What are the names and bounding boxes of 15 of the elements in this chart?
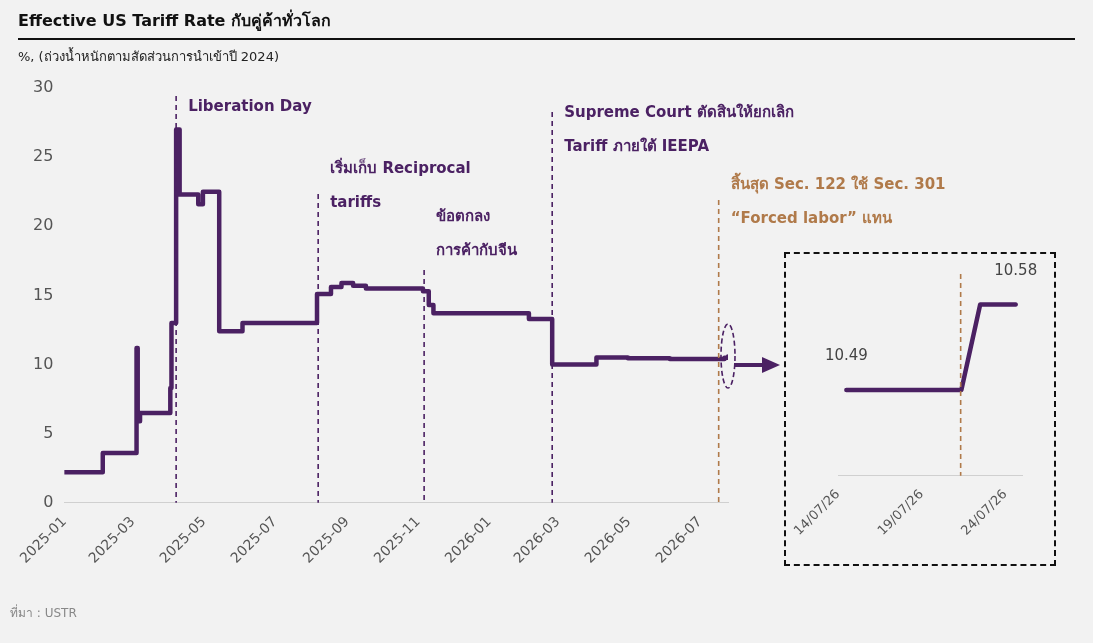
y-tick-label: 10 xyxy=(33,353,54,373)
text: ที่มา : USTR xyxy=(10,603,77,622)
y-tick-label: 20 xyxy=(33,215,54,235)
ref-line-label: Supreme Court ตัดสินให้ยกเลิก Tariff ภายใต้ IEEPA xyxy=(564,103,794,156)
y-tick-label: 0 xyxy=(43,491,54,511)
data-label: 10.49 xyxy=(824,346,868,365)
ref-line-label: สิ้นสุด Sec. 122 ใช้ Sec. 301 “Forced labor” แทน xyxy=(730,172,946,228)
y-tick-label: 25 xyxy=(33,146,54,166)
chart-title: Effective US Tariff Rate กับคู่ค้าทั่วโลก xyxy=(18,8,332,33)
y-tick-label: 5 xyxy=(43,422,54,442)
ref-line-label: Liberation Day xyxy=(188,97,312,116)
y-tick-label: 30 xyxy=(33,77,54,97)
data-label: 10.58 xyxy=(994,260,1038,279)
y-tick-label: 15 xyxy=(33,284,54,304)
chart-subtitle: %, (ถ่วงน้ำหนักตามสัดส่วนการนำเข้าปี 2024) xyxy=(18,46,279,66)
